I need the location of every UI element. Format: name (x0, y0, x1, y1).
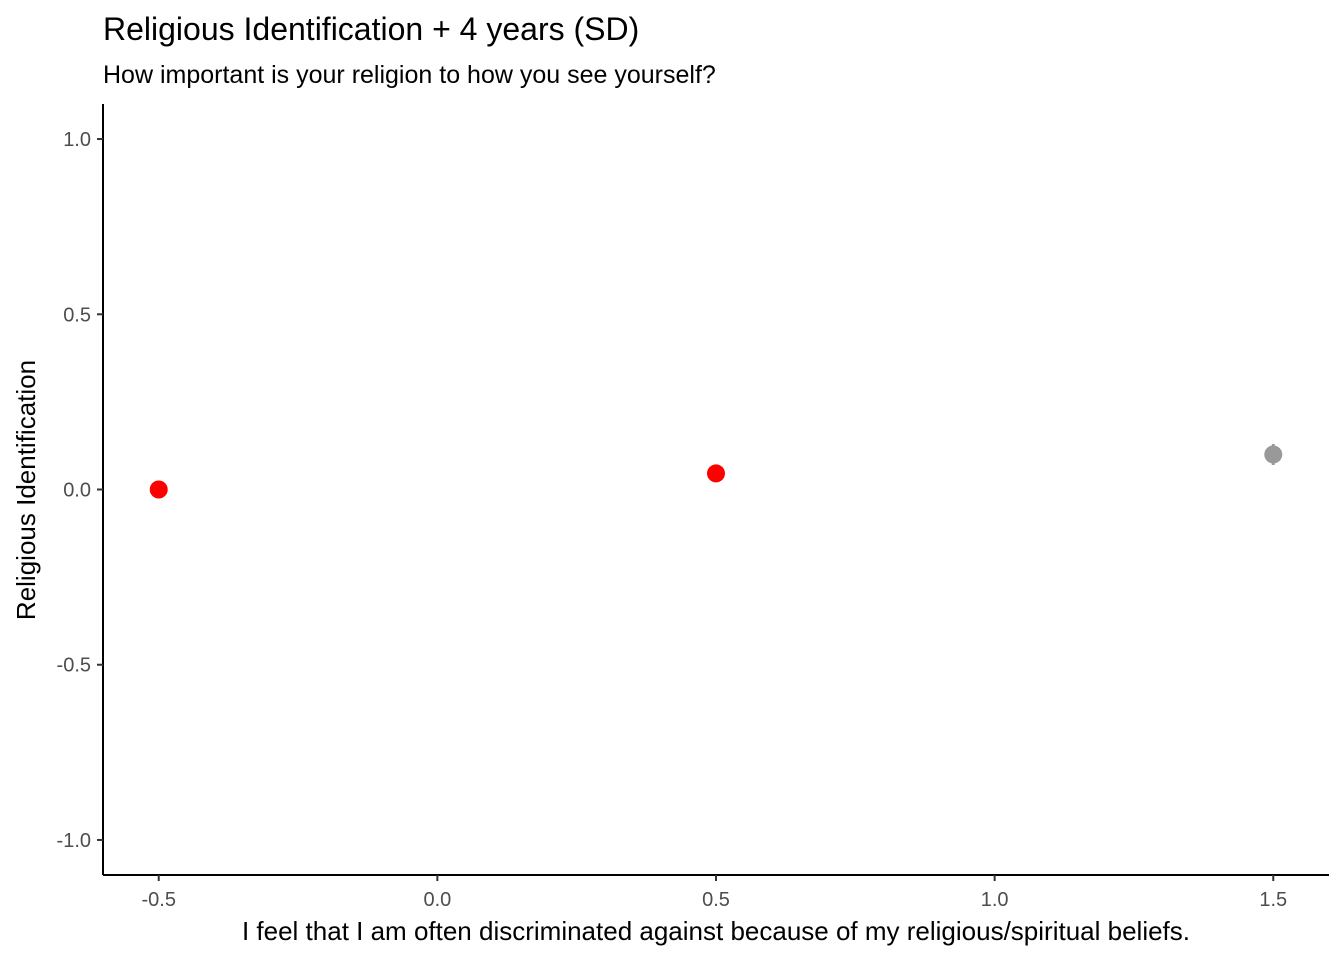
chart-title: Religious Identification + 4 years (SD) (103, 11, 639, 47)
data-point (149, 480, 168, 499)
data-marks (149, 443, 1283, 499)
x-ticks: -0.5 0.0 0.5 1.0 1.5 (141, 875, 1287, 911)
y-ticks: -1.0 -0.5 0.0 0.5 1.0 (57, 129, 103, 852)
y-tick-label: 0.5 (63, 304, 91, 326)
data-point (707, 464, 725, 483)
y-tick-label: 1.0 (63, 129, 91, 151)
x-axis-title: I feel that I am often discriminated aga… (242, 916, 1190, 946)
data-point (1264, 445, 1283, 464)
x-tick-label: 0.5 (702, 889, 730, 911)
x-tick-label: 1.0 (981, 889, 1009, 911)
y-tick-label: -0.5 (57, 655, 91, 677)
plot-area: -1.0 -0.5 0.0 0.5 1.0 -0.5 0.0 0.5 1.0 1.5 (57, 104, 1329, 911)
chart-subtitle: How important is your religion to how yo… (103, 61, 716, 89)
x-tick-label: 1.5 (1259, 889, 1287, 911)
y-axis-title: Religious Identification (11, 360, 41, 620)
y-tick-label: 0.0 (63, 480, 91, 502)
x-tick-label: -0.5 (141, 889, 175, 911)
x-tick-label: 0.0 (423, 889, 451, 911)
y-tick-label: -1.0 (57, 830, 91, 852)
